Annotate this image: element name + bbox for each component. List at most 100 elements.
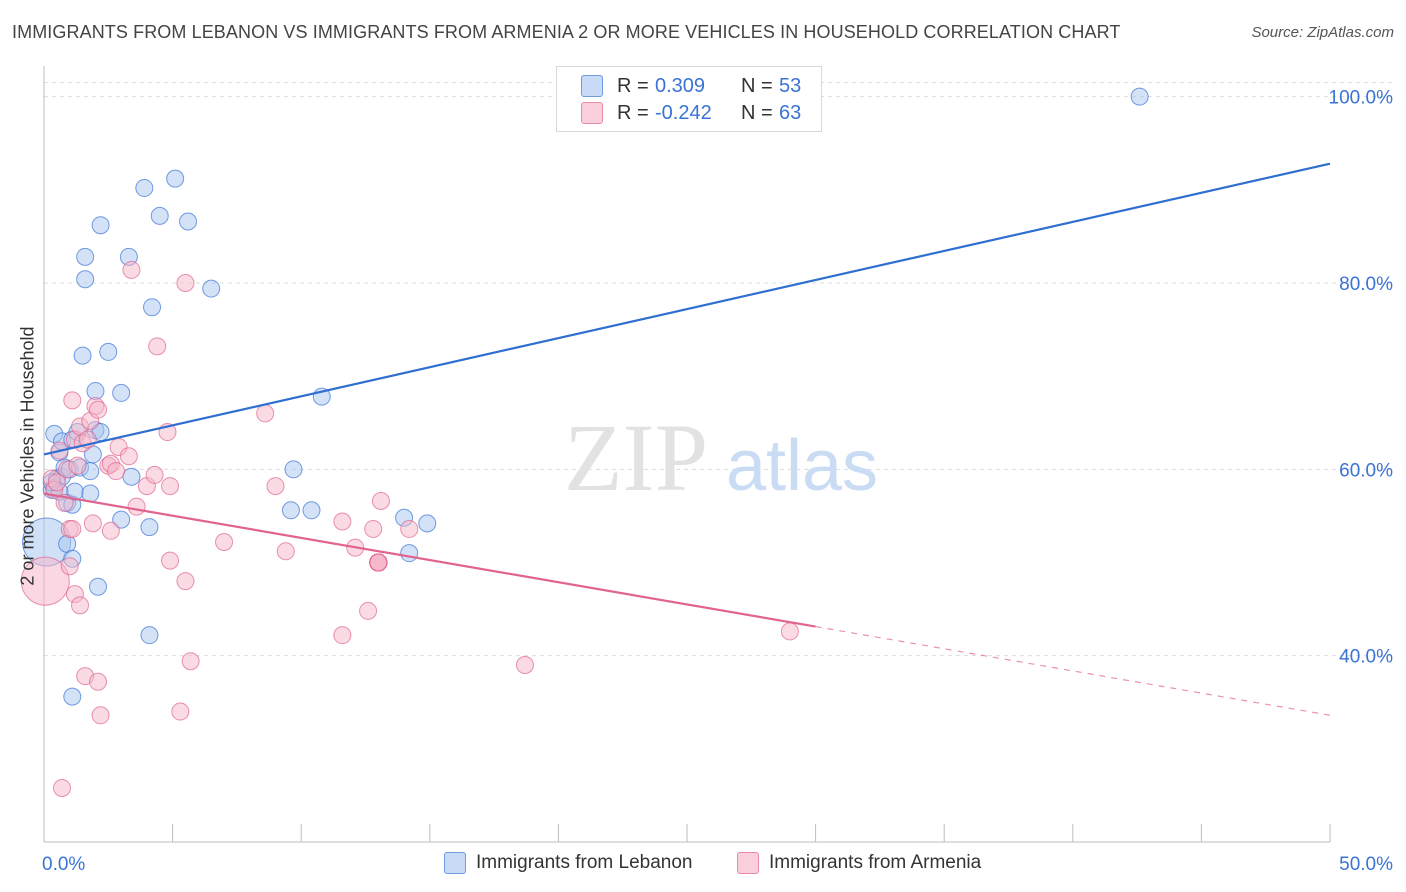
data-point [333,626,352,645]
data-point [20,556,70,606]
y-tick-label: 100.0% [1329,88,1394,109]
legend-swatch-lebanon [444,852,466,874]
data-point [1130,87,1149,106]
data-point [60,557,79,576]
data-point [112,510,131,529]
data-point [68,456,87,475]
data-point [256,404,275,423]
legend-r-label: R = [617,74,649,97]
data-point [369,553,388,572]
data-point [122,260,141,279]
data-point [400,544,419,563]
legend-n-label: N = [741,74,773,97]
data-point [364,519,383,538]
data-point [99,342,118,361]
data-point [143,298,162,317]
data-point [202,279,221,298]
data-point [181,652,200,671]
legend-r-value: 0.309 [655,74,706,97]
chart-title: IMMIGRANTS FROM LEBANON VS IMMIGRANTS FR… [12,22,1121,42]
data-point [127,497,146,516]
trendline-armenia [43,492,816,628]
data-point [148,337,167,356]
trendline-lebanon [43,162,1331,456]
trendlines [43,162,1331,716]
legend-row-armenia: R = -0.242 N = 63 [581,100,801,126]
data-point [333,512,352,531]
data-point [63,519,82,538]
data-point [76,247,95,266]
data-point [63,687,82,706]
data-point [53,778,72,797]
data-point [119,447,138,466]
data-point [780,622,799,641]
data-point [179,212,198,231]
data-point [112,383,131,402]
source-label: Source: ZipAtlas.com [1251,24,1394,41]
data-point [140,518,159,537]
data-point [89,577,108,596]
data-point [71,596,90,615]
legend-label-armenia: Immigrants from Armenia [769,852,982,873]
legend-r-value: -0.242 [655,101,712,124]
watermark: ZIP atlas [564,404,878,511]
data-point [76,270,95,289]
data-point [276,542,295,561]
legend-item-armenia: Immigrants from Armenia [737,852,981,874]
data-point [150,206,169,225]
legend-swatch-lebanon [581,75,603,97]
data-point [302,501,321,520]
data-point [171,702,190,721]
data-point [47,473,66,492]
legend-label-lebanon: Immigrants from Lebanon [476,852,693,873]
data-point [122,467,141,486]
data-point [91,216,110,235]
data-point [101,521,120,540]
data-point [89,400,108,419]
y-tick-label: 40.0% [1339,647,1393,668]
tick-labels: 40.0% 60.0% 80.0% 100.0% 0.0% 50.0% [42,88,1393,875]
data-point [145,465,164,484]
stats-legend: R = 0.309 N = 53 R = -0.242 N = 63 [556,66,822,132]
data-point [371,491,390,510]
gridlines [44,82,1394,657]
data-point [91,706,110,725]
data-point [89,672,108,691]
data-point [166,169,185,188]
legend-row-lebanon: R = 0.309 N = 53 [581,73,801,99]
data-point [73,346,92,365]
trendline-armenia-dashed [815,625,1331,716]
data-point [140,626,159,645]
data-point [359,601,378,620]
data-point [266,477,285,496]
watermark-atlas: atlas [726,426,878,506]
legend-item-lebanon: Immigrants from Lebanon [444,852,693,874]
data-point [161,551,180,570]
data-point [176,273,195,292]
legend-swatch-armenia [581,102,603,124]
y-axis-label: 2 or more Vehicles in Household [17,326,38,586]
data-point [63,391,82,410]
data-point [418,514,437,533]
data-point [284,460,303,479]
x-tick-label: 50.0% [1339,854,1393,875]
y-tick-label: 80.0% [1339,274,1393,295]
legend-r-label: R = [617,101,649,124]
data-point [135,178,154,197]
data-point [400,519,419,538]
series-lebanon-points [22,87,1149,706]
data-point [107,462,126,481]
data-point [515,655,534,674]
watermark-zip: ZIP [564,404,708,511]
data-point [83,514,102,533]
legend-n-value: 53 [779,74,802,97]
legend-n-label: N = [741,101,773,124]
data-point [281,501,300,520]
data-point [161,477,180,496]
legend-n-value: 63 [779,101,802,124]
series-armenia-points [20,260,799,797]
x-tick-label: 0.0% [42,854,85,875]
axes [43,66,1331,843]
data-point [176,572,195,591]
